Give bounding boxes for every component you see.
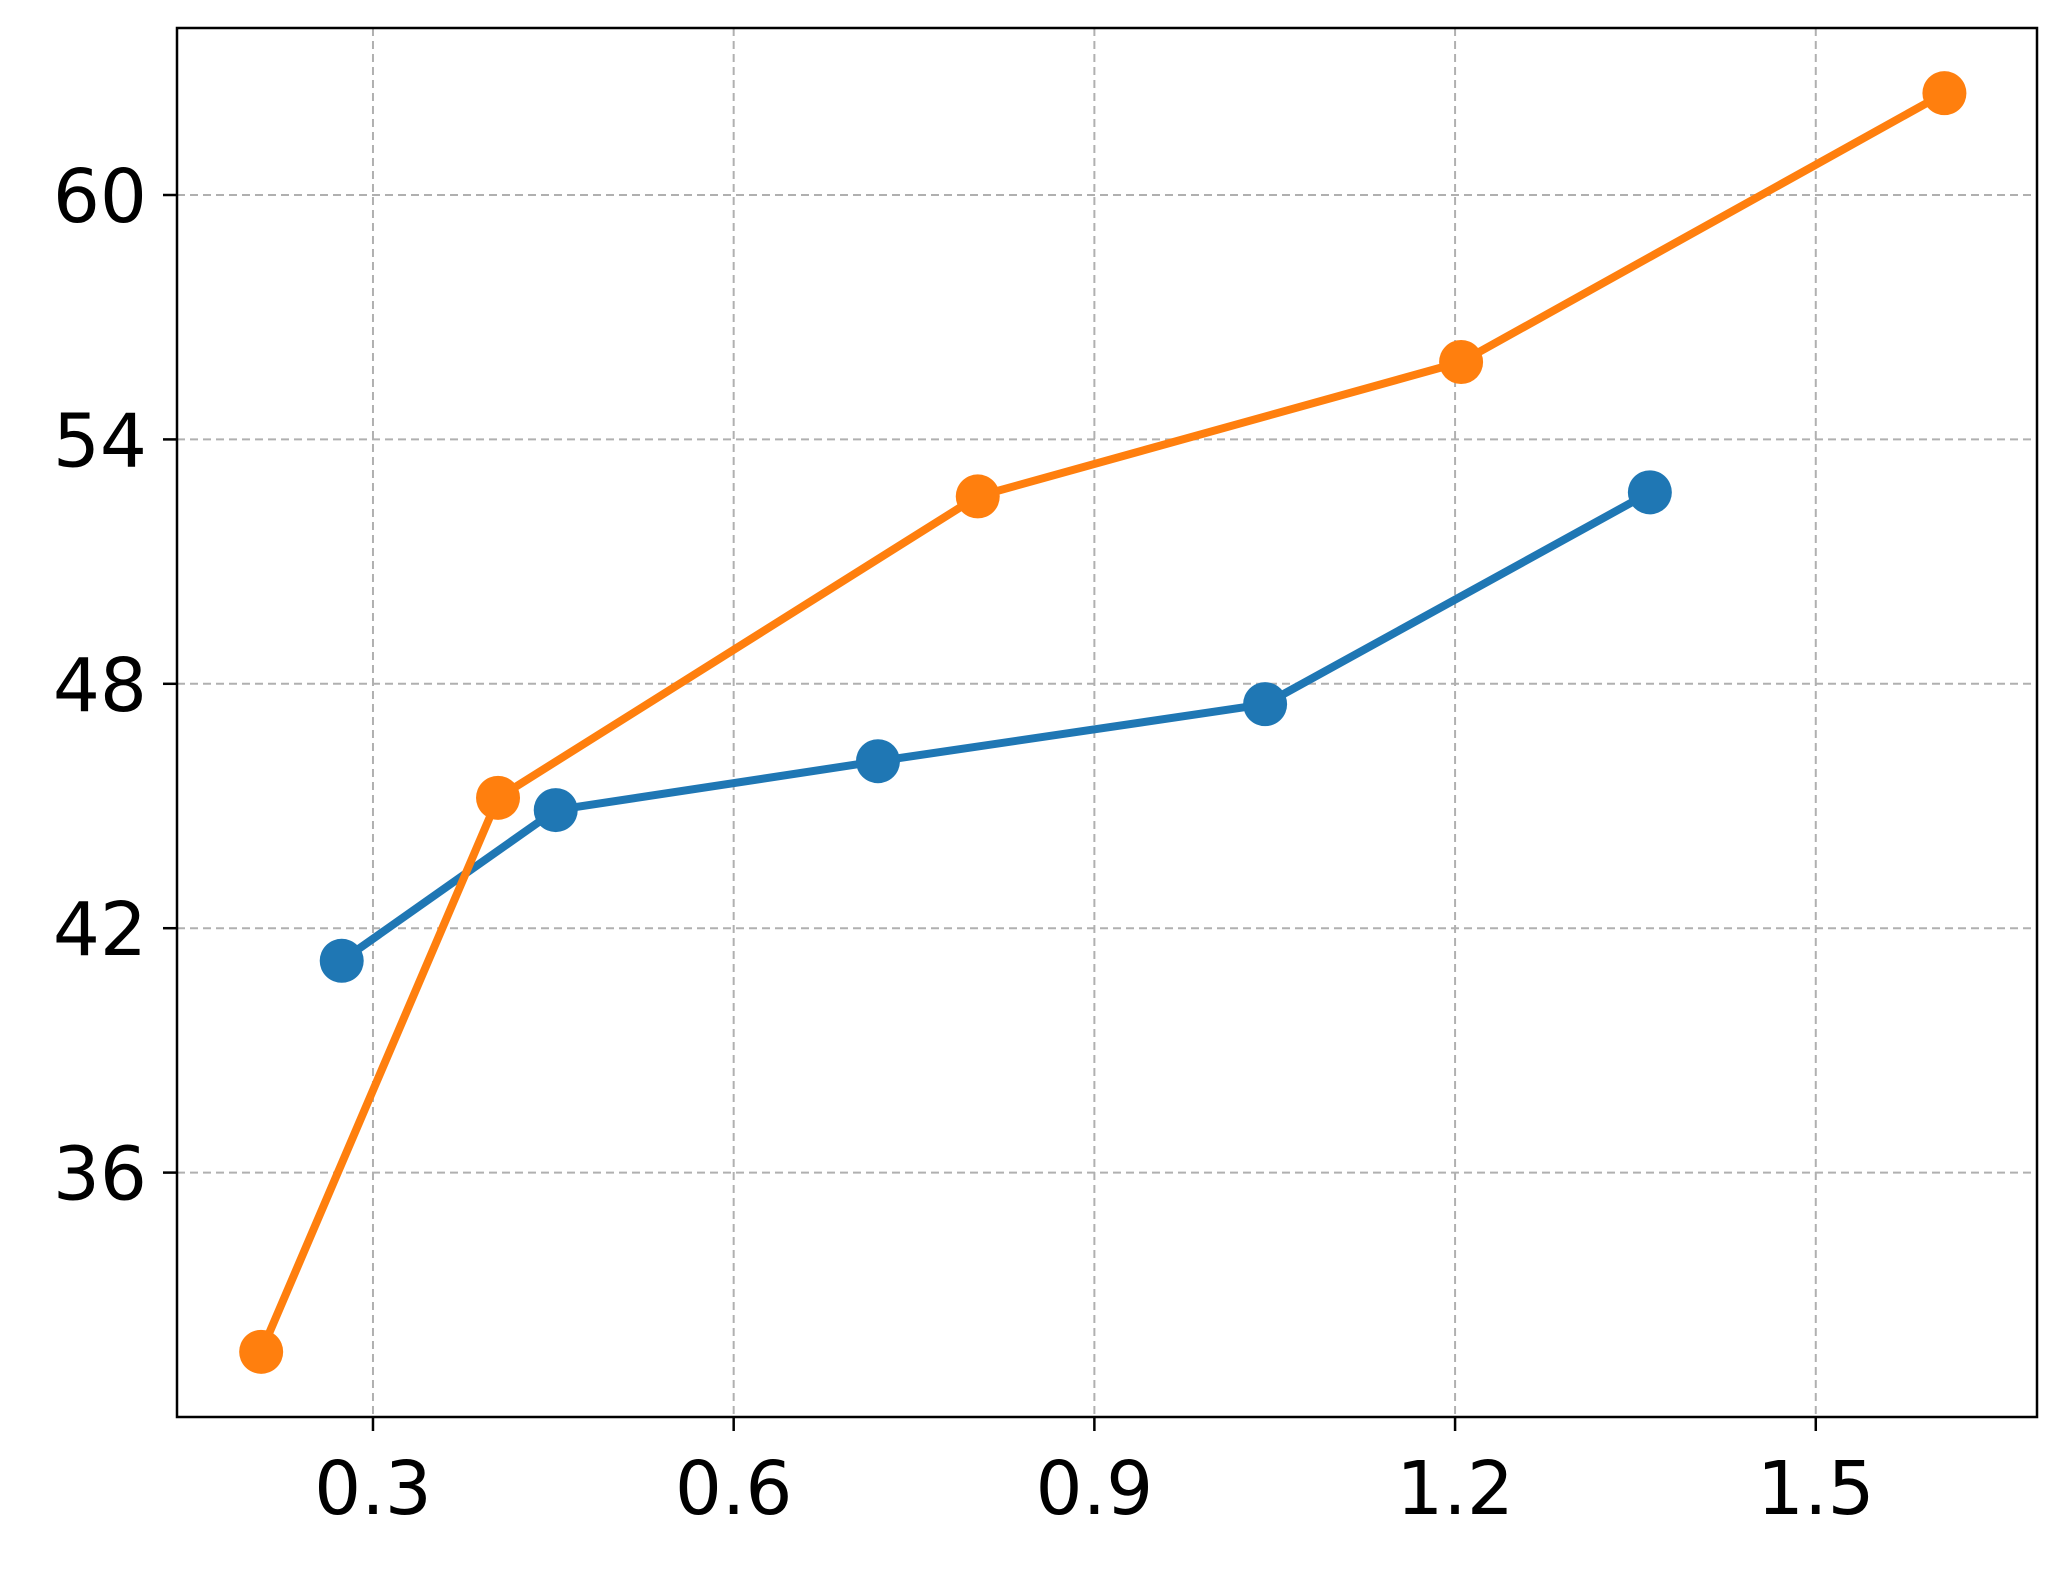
series-1-point bbox=[319, 938, 364, 983]
x-tick-label: 0.9 bbox=[1036, 1446, 1154, 1532]
series-1-line bbox=[337, 488, 1654, 965]
ticks: 0.3 0.6 0.9 1.2 1.5 36 42 48 54 60 bbox=[53, 154, 1875, 1532]
series-layer bbox=[239, 71, 1967, 1374]
series-1-point bbox=[533, 788, 578, 833]
y-tick-label: 42 bbox=[53, 887, 147, 973]
plot-frame bbox=[175, 26, 2039, 1419]
x-tick-label: 0.6 bbox=[675, 1446, 793, 1532]
series-2-point bbox=[1922, 71, 1967, 116]
series-1 bbox=[319, 470, 1672, 983]
grid bbox=[177, 28, 2037, 1417]
series-2-point bbox=[239, 1329, 284, 1374]
x-tick-label: 0.3 bbox=[314, 1446, 432, 1532]
series-2-point bbox=[476, 775, 521, 820]
y-tick-label: 60 bbox=[53, 154, 147, 240]
y-tick-label: 48 bbox=[53, 643, 147, 729]
series-1-point bbox=[1627, 470, 1672, 515]
y-tick-label: 36 bbox=[53, 1132, 147, 1218]
series-2 bbox=[239, 71, 1967, 1374]
series-2-point bbox=[1439, 340, 1484, 385]
x-tick-label: 1.5 bbox=[1757, 1446, 1875, 1532]
x-tick-label: 1.2 bbox=[1396, 1446, 1514, 1532]
series-1-point bbox=[1243, 682, 1288, 727]
series-1-point bbox=[855, 739, 900, 784]
series-2-point bbox=[955, 474, 1000, 519]
y-tick-label: 54 bbox=[53, 398, 147, 484]
series-2-line bbox=[257, 89, 1949, 1356]
